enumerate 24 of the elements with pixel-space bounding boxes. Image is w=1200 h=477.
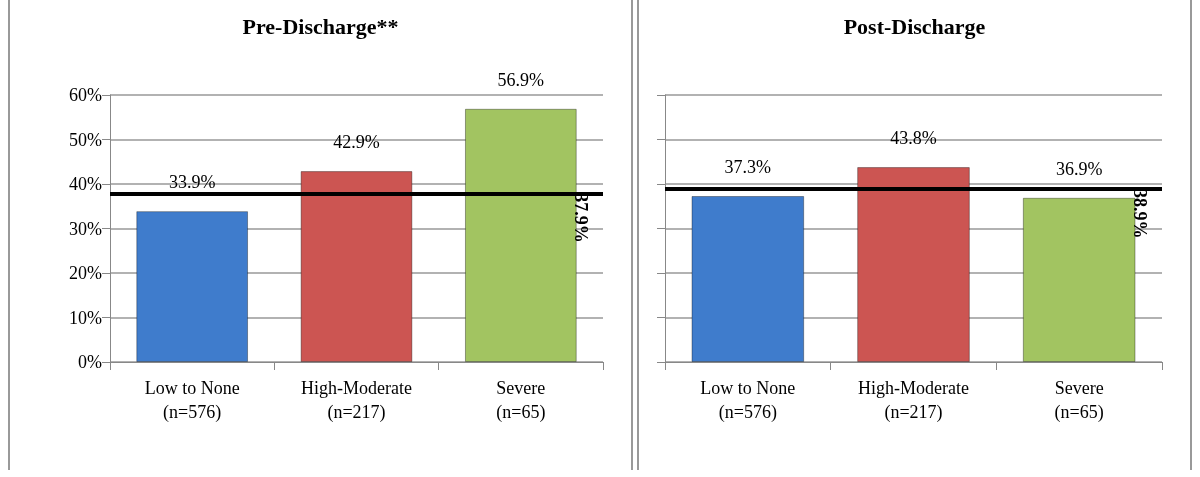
x-tick-label: Low to None (n=576) [144, 378, 240, 423]
y-tick-label: 20% [69, 263, 102, 283]
x-tick-label: Low to None (n=576) [700, 378, 796, 423]
y-tick-label: 30% [69, 218, 102, 239]
ref-line-label: 37.9% [571, 193, 591, 243]
x-tick-label: Severe (n=65) [496, 378, 546, 423]
y-tick-label: 60% [69, 85, 102, 105]
ref-line-label: 38.9% [1130, 188, 1150, 239]
data-label: 42.9% [333, 132, 380, 153]
bar [136, 211, 249, 362]
data-label: 43.8% [890, 128, 937, 149]
chart-title: Pre-Discharge** [242, 13, 399, 39]
y-tick-label: 50% [69, 129, 102, 150]
chart-title: Post-Discharge [843, 13, 986, 39]
y-tick-label: 10% [69, 307, 102, 328]
data-label: 36.9% [1055, 158, 1103, 179]
y-tick-label: 0% [78, 352, 102, 372]
data-label: 37.3% [724, 157, 772, 178]
data-label: 33.9% [168, 172, 216, 193]
data-label: 56.9% [497, 69, 545, 90]
x-tick-label: High-Moderate (n=217) [858, 378, 969, 423]
x-tick-label: Severe (n=65) [1054, 378, 1104, 423]
x-tick-label: High-Moderate (n=217) [301, 378, 412, 423]
y-tick-label: 40% [69, 174, 102, 194]
